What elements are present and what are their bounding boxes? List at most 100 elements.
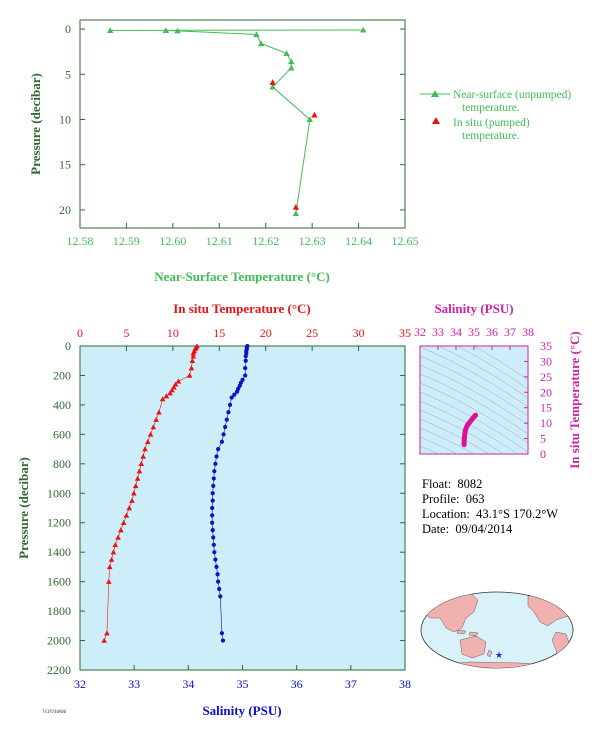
near-surface-point [288, 64, 295, 71]
ts-y-tick-label: 20 [540, 385, 552, 399]
in-situ-point [269, 79, 276, 85]
in-situ-series-markers [269, 79, 318, 210]
temperature-point [150, 424, 157, 430]
info-float: Float: 8082 [422, 477, 483, 491]
legend-marker-near-surface [431, 90, 439, 97]
density-contour [420, 445, 440, 454]
temperature-point [167, 390, 173, 396]
ts-salinity-axis: 32 33 34 35 36 37 38 [414, 325, 534, 350]
top-tick-label: 25 [306, 326, 318, 340]
temperature-point [120, 519, 127, 525]
temperature-point [186, 372, 193, 378]
temperature-point [156, 409, 162, 415]
temperature-point [159, 396, 166, 402]
salinity-point [212, 550, 217, 555]
temperature-point [101, 637, 107, 643]
ts-y-tick-label: 15 [540, 401, 552, 415]
legend-label-in-situ: In situ (pumped) temperature. [453, 117, 533, 142]
temperature-point [136, 468, 143, 474]
salinity-profile-markers [210, 343, 250, 643]
bottom-tick-label: 32 [74, 677, 86, 691]
temperature-point [104, 630, 110, 636]
info-date: Date: 09/04/2014 [422, 522, 513, 536]
y-tick-label: 0 [65, 22, 71, 36]
temperature-point [134, 475, 141, 481]
near-surface-point [174, 27, 181, 34]
salinity-point [243, 354, 248, 359]
temperature-point [131, 490, 137, 496]
salinity-point [211, 542, 216, 547]
salinity-point [214, 564, 219, 570]
ts-y-tick-label: 10 [540, 416, 552, 430]
y-tick-label: 1400 [47, 545, 71, 559]
top-tick-label: 30 [353, 326, 365, 340]
chart1-x-axis: 12.58 12.59 12.60 12.61 12.62 12.63 12.64 12.65 [67, 223, 419, 248]
y-tick-label: 20 [59, 203, 71, 217]
legend-marker-in-situ [432, 117, 440, 124]
info-profile: Profile: 063 [422, 492, 485, 506]
salinity-point [219, 631, 225, 636]
density-contour [420, 373, 528, 435]
temperature-point [132, 483, 139, 489]
ts-x-tick-label: 37 [504, 325, 516, 339]
near-surface-point [269, 83, 276, 90]
profile-number: 063 [465, 492, 485, 506]
figure-code: 7419740A00 [42, 709, 67, 714]
temperature-point [190, 353, 197, 359]
temperature-point [110, 549, 117, 555]
x-tick-label: 12.59 [113, 234, 140, 248]
salinity-point [213, 557, 218, 562]
near-surface-series-markers [106, 26, 367, 217]
legend-label-near-surface: Near-surface (unpumped) temperature. [453, 89, 574, 114]
ts-y-tick-label: 25 [540, 370, 552, 384]
y-tick-label: 400 [53, 398, 71, 412]
top-tick-label: 10 [167, 326, 179, 340]
top-tick-label: 5 [123, 326, 129, 340]
temperature-point [144, 438, 151, 444]
chart2-pressure-axis: 0 200 400 600 800 1000 1200 1400 1600 1800 2000 220… [47, 339, 405, 677]
temperature-point [147, 431, 154, 437]
top-tick-label: 35 [399, 326, 411, 340]
chart2-bottom-label: Salinity (PSU) [202, 703, 281, 718]
y-tick-label: 2000 [47, 634, 71, 648]
x-tick-label: 12.62 [252, 234, 279, 248]
salinity-point [224, 417, 229, 422]
in-situ-point [311, 111, 318, 118]
ts-x-tick-label: 38 [522, 325, 534, 339]
near-surface-point [253, 31, 260, 38]
near-surface-point [306, 116, 314, 123]
salinity-point [234, 389, 240, 394]
temperature-point [140, 453, 146, 459]
near-surface-point [360, 26, 367, 33]
profile-chart: 0200400600800100012001400160018002000220… [16, 301, 411, 718]
bottom-tick-label: 38 [399, 677, 411, 691]
salinity-point [229, 395, 234, 400]
temperature-point [108, 556, 115, 562]
y-tick-label: 200 [53, 368, 71, 382]
salinity-point [210, 491, 215, 496]
y-tick-label: 1800 [47, 604, 71, 618]
salinity-point [218, 594, 223, 599]
density-contour [420, 382, 528, 444]
salinity-point [216, 446, 221, 452]
salinity-point [219, 439, 225, 444]
density-contour [420, 418, 490, 454]
density-contour [420, 400, 519, 454]
location-value: 43.1°S 170.2°W [476, 507, 559, 521]
x-tick-label: 12.60 [159, 234, 186, 248]
near-surface-chart: 12.58 12.59 12.60 12.61 12.62 12.63 12.64 12.65… [28, 19, 574, 284]
chart1-legend: Near-surface (unpumped) temperature. In … [420, 89, 574, 142]
near-surface-point [283, 50, 290, 57]
chart2-salinity-axis: 32 33 34 35 36 37 38 [74, 665, 411, 691]
salinity-point [216, 579, 221, 584]
temperature-point [105, 578, 112, 584]
salinity-point [220, 638, 226, 643]
x-tick-label: 12.63 [299, 234, 326, 248]
y-tick-label: 10 [59, 112, 71, 126]
density-contour [420, 355, 528, 417]
salinity-point [211, 476, 216, 481]
salinity-point [210, 498, 215, 503]
ts-x-tick-label: 36 [486, 325, 498, 339]
